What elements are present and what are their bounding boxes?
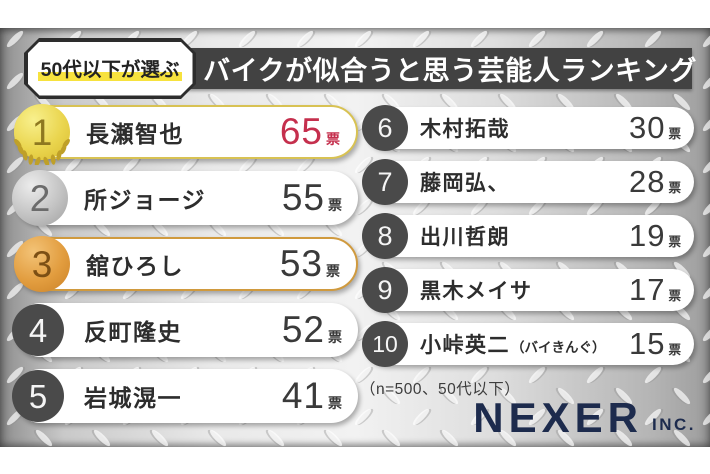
badge-label: 50代以下が選ぶ <box>38 53 183 84</box>
celebrity-name: 反町隆史 <box>84 319 182 345</box>
vote-count: 15 票 <box>629 326 681 361</box>
vote-unit: 票 <box>326 263 340 279</box>
ranking-row-7: 7 藤岡弘、 28 票 <box>362 159 694 205</box>
audience-badge: 50代以下が選ぶ <box>24 38 196 99</box>
vote-count: 30 票 <box>629 110 681 145</box>
vote-count: 19 票 <box>629 218 681 253</box>
sample-size-note: （n=500、50代以下） <box>360 381 521 398</box>
vote-count: 52 票 <box>281 309 342 350</box>
rank-number: 1 <box>31 111 53 153</box>
celebrity-name: 黒木メイサ <box>420 280 533 303</box>
rank-10-badge: 10 <box>362 321 408 367</box>
rank-number: 5 <box>28 377 48 415</box>
celebrity-name-suffix: （バイきんぐ） <box>511 340 606 355</box>
rank-2-silver-medal: 2 <box>12 170 68 226</box>
badge-body: 50代以下が選ぶ <box>28 42 193 96</box>
ranking-row-5: 5 岩城滉一 41 票 <box>12 369 358 423</box>
vote-unit: 票 <box>668 289 681 303</box>
logo-text: NEXER <box>473 394 643 441</box>
vote-unit: 票 <box>328 395 342 411</box>
rank-number: 4 <box>28 311 48 349</box>
rank-number: 2 <box>29 177 51 219</box>
ranking-row-3: 3 舘ひろし 53 票 <box>14 236 358 292</box>
page-title: バイクが似合うと思う芸能人ランキング <box>203 56 697 86</box>
vote-unit: 票 <box>328 197 342 213</box>
ranking-row-9: 9 黒木メイサ 17 票 <box>362 267 694 313</box>
ranking-column-left: 1 長瀬智也 <box>12 104 358 423</box>
rank-3-bronze-medal: 3 <box>14 236 70 292</box>
laurel-wreath-icon <box>14 139 70 165</box>
vote-count: 55 票 <box>281 177 342 218</box>
celebrity-name: 所ジョージ <box>84 187 207 213</box>
rank-8-badge: 8 <box>362 213 408 259</box>
ranking-row-6: 6 木村拓哉 30 票 <box>362 105 694 151</box>
vote-unit: 票 <box>328 329 342 345</box>
rank-number: 7 <box>377 166 393 197</box>
rank-6-badge: 6 <box>362 105 408 151</box>
rank-number: 9 <box>377 274 393 305</box>
rank-number: 8 <box>377 220 393 251</box>
ranking-row-10: 10 小峠英二 （バイきんぐ） 15 票 <box>362 321 694 367</box>
ranking-row-1: 1 長瀬智也 <box>14 104 358 165</box>
rank-1-gold-medal: 1 <box>14 104 70 165</box>
vote-unit: 票 <box>668 127 681 141</box>
rank-number: 6 <box>377 112 393 143</box>
rank-5-badge: 5 <box>12 370 64 422</box>
vote-count: 17 票 <box>629 272 681 307</box>
nexer-logo: NEXER INC. <box>473 397 696 439</box>
celebrity-name: 舘ひろし <box>86 253 184 279</box>
ranking-column-right: 6 木村拓哉 30 票 7 藤岡弘、 28 票 8 出川哲朗 19 <box>362 105 694 367</box>
vote-count: 53 票 <box>279 243 340 284</box>
rank-number: 3 <box>31 243 53 285</box>
vote-count: 41 票 <box>281 375 342 416</box>
logo-suffix: INC. <box>652 415 696 434</box>
vote-unit: 票 <box>668 343 681 357</box>
ranking-row-4: 4 反町隆史 52 票 <box>12 303 358 357</box>
rank-number: 10 <box>372 330 398 357</box>
celebrity-name: 岩城滉一 <box>84 385 182 411</box>
celebrity-name: 小峠英二 （バイきんぐ） <box>420 334 606 357</box>
vote-count: 65 票 <box>279 111 340 152</box>
celebrity-name: 藤岡弘、 <box>420 172 510 195</box>
vote-unit: 票 <box>668 235 681 249</box>
celebrity-name: 出川哲朗 <box>420 226 510 249</box>
vote-unit: 票 <box>668 181 681 195</box>
rank-7-badge: 7 <box>362 159 408 205</box>
rank-4-badge: 4 <box>12 304 64 356</box>
celebrity-name: 木村拓哉 <box>420 118 510 141</box>
rank-9-badge: 9 <box>362 267 408 313</box>
ranking-row-8: 8 出川哲朗 19 票 <box>362 213 694 259</box>
vote-unit: 票 <box>326 131 340 147</box>
celebrity-name: 長瀬智也 <box>86 121 184 147</box>
vote-count: 28 票 <box>629 164 681 199</box>
ranking-row-2: 2 所ジョージ 55 票 <box>12 170 358 226</box>
